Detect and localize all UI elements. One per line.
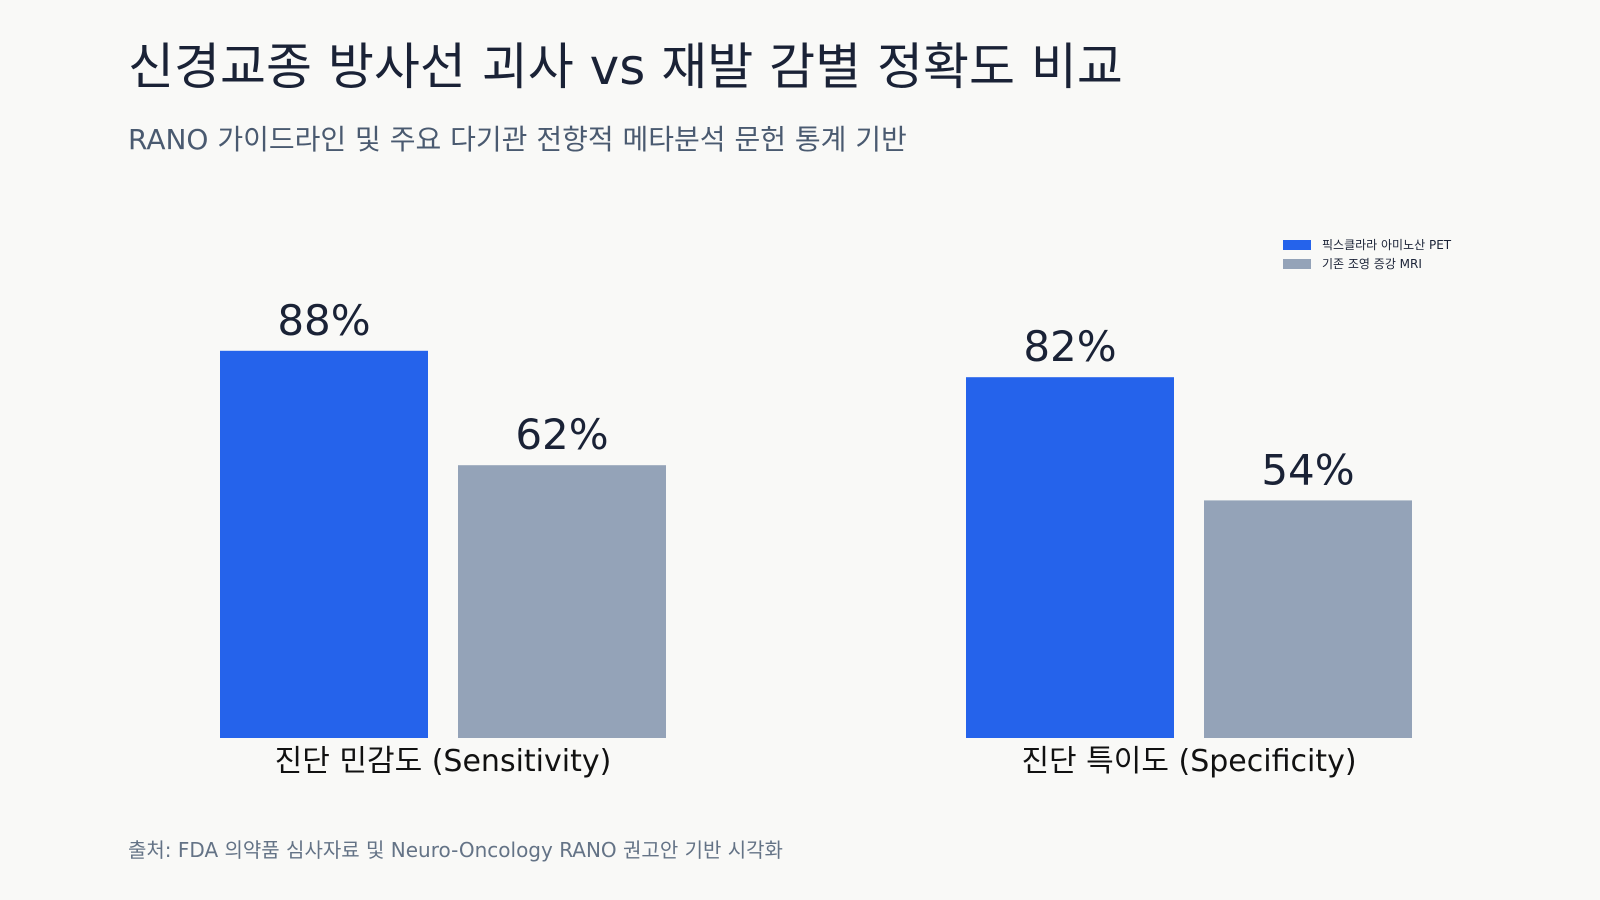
category-label: 진단 특이도 (Specificity)	[1021, 744, 1356, 779]
value-label: 62%	[515, 410, 608, 459]
legend-swatch	[1283, 259, 1311, 269]
bar-group	[220, 350, 1412, 738]
legend-label: 픽스클라라 아미노산 PET	[1322, 238, 1452, 252]
value-label: 54%	[1261, 445, 1354, 494]
value-label: 88%	[277, 296, 370, 345]
bar-1-series-2	[458, 465, 666, 738]
chart-legend: 픽스클라라 아미노산 PET 기존 조영 증강 MRI	[1283, 238, 1452, 271]
bar-2-series-2	[1204, 500, 1412, 738]
legend-swatch	[1283, 240, 1311, 250]
value-label-group: 88% 62% 82% 54%	[277, 296, 1354, 495]
legend-label: 기존 조영 증강 MRI	[1322, 257, 1422, 271]
category-label: 진단 민감도 (Sensitivity)	[275, 744, 612, 779]
source-note: 출처: FDA 의약품 심사자료 및 Neuro-Oncology RANO 권…	[128, 838, 783, 862]
category-label-group: 진단 민감도 (Sensitivity) 진단 특이도 (Specificity)	[275, 744, 1357, 779]
chart-subtitle: RANO 가이드라인 및 주요 다기관 전향적 메타분석 문헌 통계 기반	[128, 123, 907, 156]
value-label: 82%	[1023, 322, 1116, 371]
bar-2-series-1	[966, 377, 1174, 738]
chart-title: 신경교종 방사선 괴사 vs 재발 감별 정확도 비교	[128, 38, 1123, 96]
bar-1-series-1	[220, 350, 428, 738]
